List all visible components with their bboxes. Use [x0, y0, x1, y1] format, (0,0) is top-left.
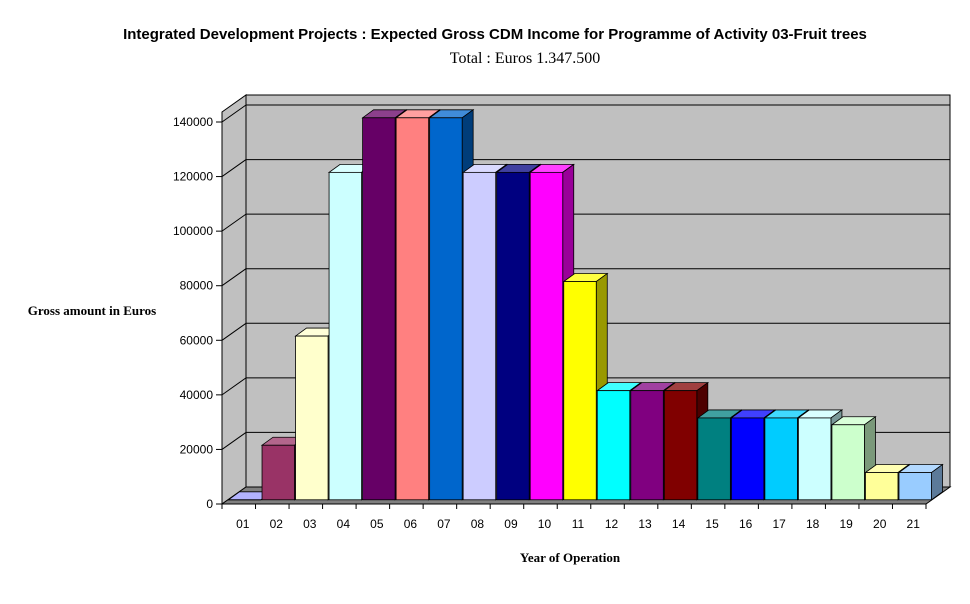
x-tick-label: 20: [873, 517, 887, 531]
bar: [630, 390, 664, 501]
bar: [395, 117, 430, 501]
x-tick-label: 05: [370, 517, 384, 531]
y-tick-label: 120000: [173, 170, 213, 184]
x-tick-label: 14: [672, 517, 686, 531]
x-tick-label: 18: [806, 517, 820, 531]
bar: [429, 117, 463, 501]
x-tick-label: 16: [739, 517, 753, 531]
bar: [831, 424, 865, 501]
bar: [295, 335, 329, 501]
bar: [462, 171, 497, 501]
bar: [798, 417, 832, 501]
y-axis-label: Gross amount in Euros: [28, 303, 156, 318]
gridline-side: [221, 213, 247, 232]
y-tick-label: 80000: [180, 279, 214, 293]
x-tick-label: 04: [337, 517, 351, 531]
x-tick-label: 07: [437, 517, 451, 531]
bar: [730, 417, 765, 501]
x-tick-label: 21: [907, 517, 921, 531]
x-tick-label: 02: [270, 517, 284, 531]
bar: [261, 444, 295, 501]
y-tick-label: 100000: [173, 224, 213, 238]
side-wall: [221, 94, 247, 505]
chart-subtitle: Total : Euros 1.347.500: [450, 50, 600, 67]
bar: [663, 390, 698, 501]
bar: [362, 117, 396, 501]
gridline-side: [221, 377, 247, 396]
x-tick-label: 08: [471, 517, 485, 531]
x-axis-label: Year of Operation: [520, 550, 621, 565]
x-tick-label: 12: [605, 517, 619, 531]
x-tick-label: 06: [404, 517, 418, 531]
x-tick-label: 17: [772, 517, 786, 531]
y-tick-label: 140000: [173, 115, 213, 129]
gridline-side: [221, 159, 247, 177]
x-tick-label: 10: [538, 517, 552, 531]
plot-area: 0 20000 40000 60000 80000 100000 120000 140000 0…: [173, 94, 952, 531]
bar: [898, 472, 932, 501]
y-tick-label: 0: [206, 497, 213, 511]
x-tick-label: 19: [840, 517, 854, 531]
x-tick-label: 09: [504, 517, 518, 531]
y-tick-label: 40000: [180, 388, 214, 402]
bar: [496, 171, 530, 501]
gridline-side: [221, 104, 247, 123]
y-tick-label: 60000: [180, 333, 214, 347]
x-tick-label: 11: [572, 517, 585, 531]
x-tick-label: 03: [303, 517, 317, 531]
bar: [328, 171, 362, 501]
gridline-side: [221, 322, 247, 341]
bar: [865, 472, 899, 501]
y-tick-label: 20000: [180, 442, 214, 456]
bar: [697, 417, 731, 501]
bar: [596, 390, 631, 501]
x-tick-label: 15: [705, 517, 719, 531]
gridline-side: [221, 432, 247, 450]
bar: [764, 417, 798, 501]
chart-title: Integrated Development Projects : Expect…: [123, 26, 867, 43]
gridline-side: [221, 268, 247, 287]
bar: [529, 171, 564, 501]
bar: [563, 281, 597, 501]
x-tick-label: 01: [236, 517, 250, 531]
x-tick-label: 13: [638, 517, 652, 531]
